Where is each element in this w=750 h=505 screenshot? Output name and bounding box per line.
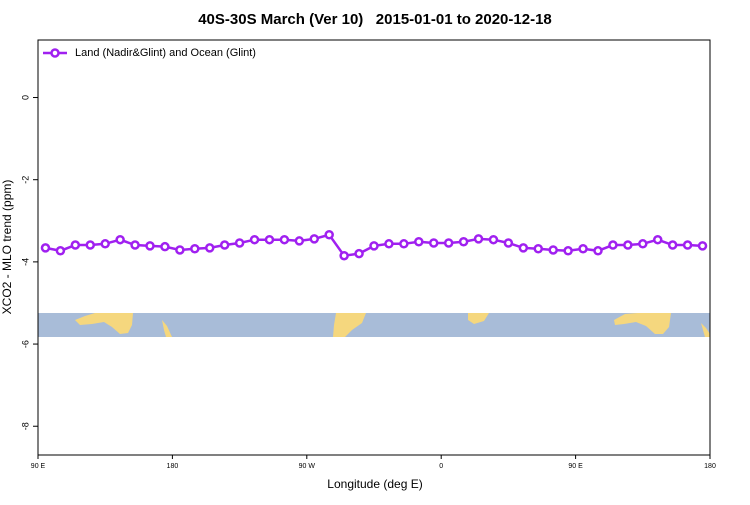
point [593,246,603,256]
point [428,238,439,248]
point [70,240,81,250]
point [578,243,588,254]
point [339,250,349,261]
point [384,239,394,249]
point [667,240,678,250]
point [115,234,125,245]
y-tick-label: -4 [20,258,30,266]
x-tick-label: 180 [704,463,716,470]
legend-marker [50,48,60,58]
chart-title: 40S-30S March (Ver 10) 2015-01-01 to 202… [198,11,552,28]
x-tick-label: 90 W [299,463,316,470]
point [682,240,693,250]
point [160,241,170,252]
plot-frame [37,39,711,456]
point [264,234,275,245]
point [309,234,320,244]
point [443,238,454,248]
point [175,245,185,255]
x-tick-label: 90 E [568,463,583,470]
point [399,239,409,249]
point [414,236,424,247]
y-tick-label: 0 [20,95,30,100]
point [145,241,155,251]
point [608,240,618,250]
x-tick-label: 90 E [31,463,46,470]
point [204,243,215,253]
land [333,313,366,337]
y-tick-label: -8 [20,422,30,430]
land [75,313,133,334]
point [324,230,334,240]
y-tick-label: -2 [20,176,30,184]
x-tick-label: 180 [167,463,179,470]
point [458,236,469,247]
land [701,323,710,337]
point [533,243,544,254]
legend-label: Land (Nadir&Glint) and Ocean (Glint) [75,47,256,59]
point [563,246,573,256]
point [40,243,51,253]
map-band [38,313,710,337]
point [623,240,633,250]
land [614,313,671,334]
point [55,246,66,256]
land [468,313,489,324]
point [503,238,514,248]
point [249,234,260,245]
point [130,240,140,250]
point [100,239,110,249]
point [548,245,558,255]
point [488,234,499,245]
point [279,234,290,245]
point [219,240,230,250]
point [518,243,529,253]
y-axis-label: XCO2 - MLO trend (ppm) [0,180,14,315]
point [354,248,364,259]
point [652,234,663,245]
land [162,320,172,337]
point [697,241,708,251]
point [638,239,648,249]
y-tick-label: -6 [20,340,30,348]
point [294,236,305,246]
x-tick-label: 0 [439,463,443,470]
point [234,238,245,248]
point [85,240,96,250]
ocean [38,313,710,337]
point [190,243,200,254]
point [369,241,379,251]
x-axis-label: Longitude (deg E) [327,477,422,491]
point [473,234,484,244]
